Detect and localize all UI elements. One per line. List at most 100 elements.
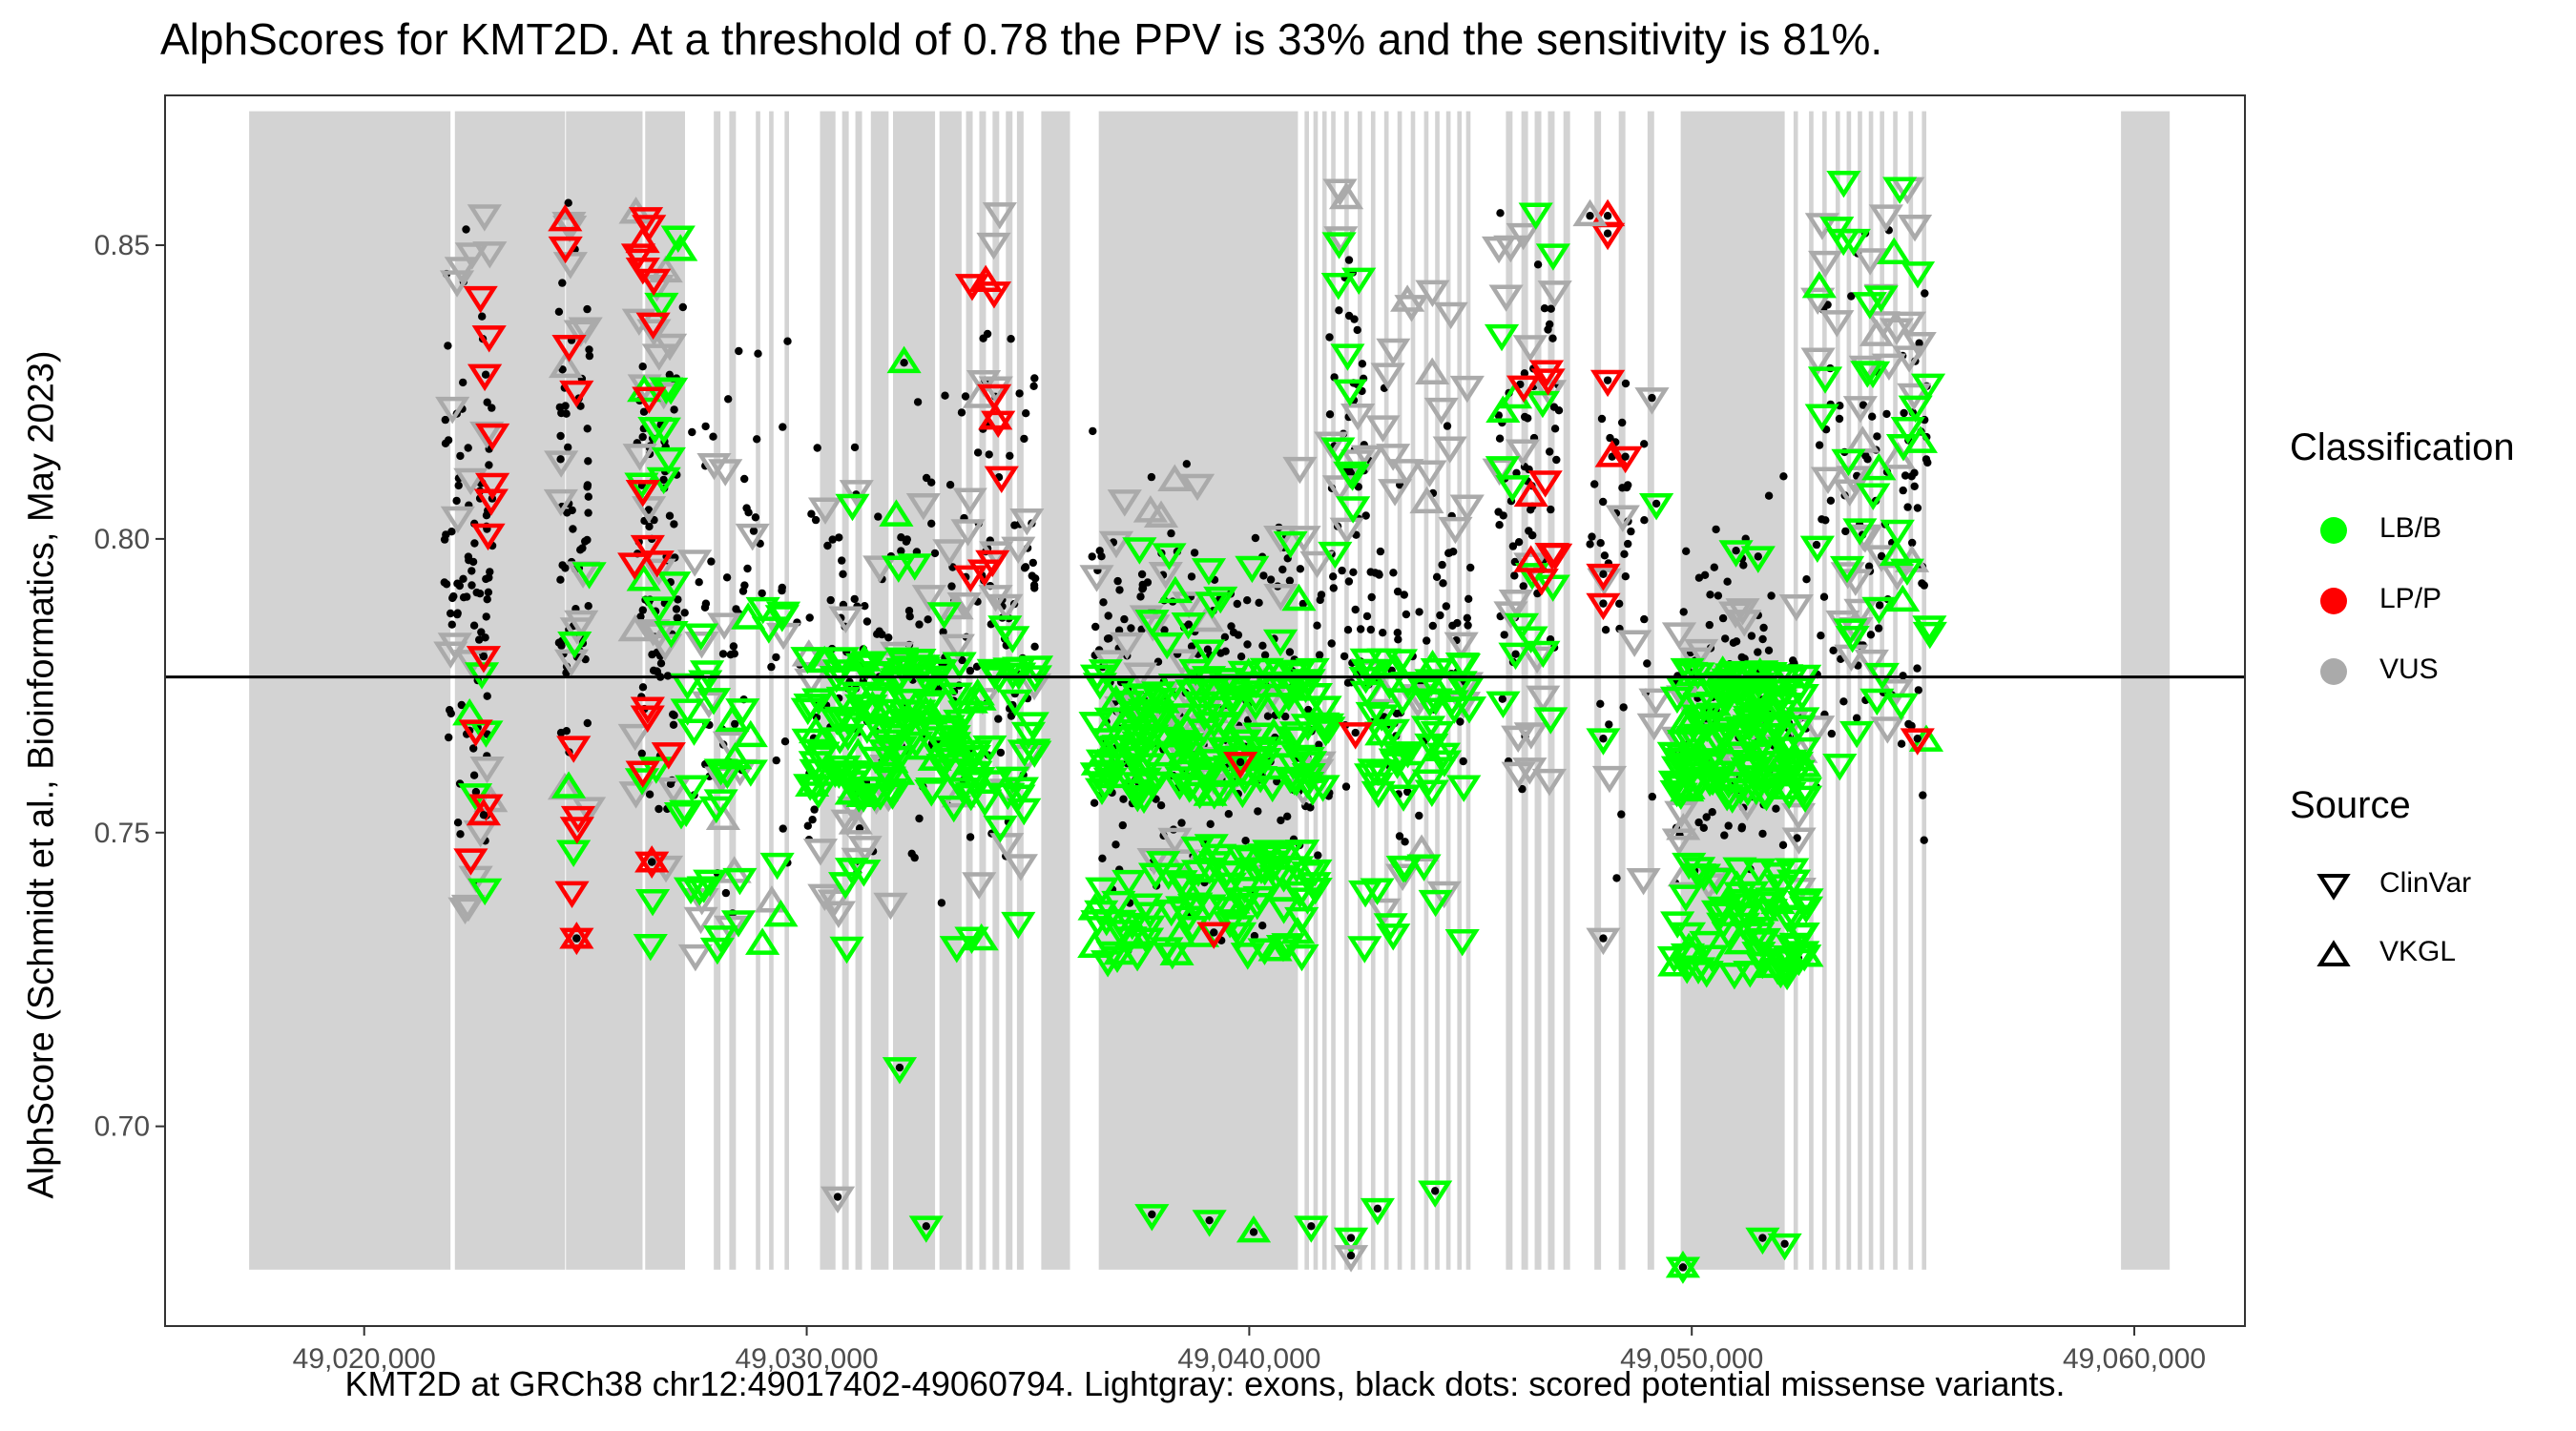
- scored-variant-dot: [1617, 810, 1626, 819]
- scored-variant-dot: [1353, 325, 1361, 335]
- lbb-clinvar-marker: [1787, 785, 1823, 814]
- scored-variant-dot: [1495, 434, 1505, 443]
- lbb-clinvar-marker: [1163, 870, 1198, 898]
- lbb-clinvar-marker: [1822, 753, 1858, 781]
- lbb-vkgl-marker: [1093, 730, 1129, 758]
- scored-variant-dot: [1205, 1215, 1214, 1225]
- scored-variant-dot: [1913, 735, 1922, 743]
- scored-variant-dot: [1177, 819, 1186, 827]
- lbb-vkgl-marker: [745, 927, 780, 955]
- lbb-clinvar-marker: [1001, 911, 1036, 940]
- lbb-clinvar-marker: [871, 766, 906, 795]
- scored-variant-dot: [453, 610, 462, 619]
- lbb-clinvar-marker: [1227, 877, 1262, 904]
- lbb-clinvar-marker: [1336, 496, 1371, 524]
- lbb-clinvar-marker: [1298, 682, 1334, 711]
- lbb-clinvar-marker: [765, 601, 801, 630]
- scored-variant-dot: [1298, 599, 1308, 609]
- scored-variant-dot: [1099, 598, 1108, 607]
- scored-variant-dot: [772, 756, 780, 765]
- lpp-clinvar-marker: [1506, 375, 1542, 404]
- lpp-clinvar-marker: [1223, 751, 1258, 779]
- scored-variant-dot: [779, 824, 787, 833]
- scored-variant-dot: [585, 345, 593, 354]
- x-tick-label: 49,030,000: [735, 1343, 878, 1375]
- lbb-clinvar-marker: [995, 626, 1030, 653]
- lbb-clinvar-marker: [1147, 726, 1182, 755]
- scored-variant-dot: [478, 312, 487, 321]
- scored-variant-dot: [1764, 491, 1774, 500]
- vus-clinvar-marker: [684, 631, 719, 659]
- vus-clinvar-marker: [820, 1186, 856, 1214]
- lbb-clinvar-marker: [874, 734, 909, 762]
- exon-band: [769, 111, 774, 1270]
- lbb-clinvar-marker: [1710, 784, 1745, 812]
- lbb-clinvar-marker: [759, 852, 795, 881]
- vus-clinvar-marker: [1498, 590, 1533, 617]
- scored-variant-dot: [1160, 626, 1169, 634]
- vus-clinvar-marker: [735, 523, 770, 551]
- scored-variant-dot: [1395, 832, 1404, 840]
- vus-clinvar-marker: [437, 633, 472, 660]
- vus-clinvar-marker: [911, 585, 946, 612]
- legend-key-vus: [2320, 658, 2347, 685]
- vus-clinvar-marker: [1098, 530, 1134, 559]
- lbb-clinvar-marker: [1290, 714, 1325, 741]
- lbb-clinvar-marker: [1361, 780, 1396, 809]
- lbb-vkgl-marker: [1257, 934, 1293, 962]
- lbb-clinvar-marker: [1203, 586, 1238, 614]
- lbb-clinvar-marker: [660, 225, 696, 253]
- scored-variant-dot: [583, 483, 592, 491]
- lbb-clinvar-marker: [1656, 945, 1693, 974]
- scored-variant-dot: [1015, 389, 1024, 398]
- scored-variant-dot: [1325, 410, 1335, 419]
- scored-variant-dot: [1203, 645, 1213, 653]
- lbb-clinvar-marker: [835, 493, 870, 522]
- scored-variant-dot: [1718, 613, 1728, 623]
- vus-clinvar-marker: [1661, 828, 1696, 856]
- scored-variant-dot: [585, 351, 594, 361]
- scored-variant-dot: [1550, 425, 1560, 433]
- scored-variant-dot: [915, 814, 924, 823]
- scored-variant-dot: [930, 549, 940, 558]
- lbb-vkgl-marker: [1236, 1214, 1272, 1243]
- lbb-clinvar-marker: [1320, 437, 1356, 465]
- scored-variant-dot: [645, 790, 654, 798]
- lbb-clinvar-marker: [1855, 361, 1891, 389]
- vus-clinvar-marker: [1370, 363, 1405, 390]
- scored-variant-dot: [459, 574, 467, 583]
- scored-variant-dot: [1343, 626, 1353, 634]
- vus-vkgl-marker: [1415, 357, 1450, 384]
- lbb-clinvar-marker: [1695, 768, 1731, 797]
- scored-variant-dot: [1618, 418, 1627, 427]
- scored-variant-dot: [1586, 540, 1594, 549]
- scored-variant-dot: [1520, 369, 1529, 378]
- scored-variant-dot: [1826, 496, 1836, 505]
- lbb-clinvar-marker: [1178, 658, 1214, 687]
- exon-band: [1922, 111, 1927, 1270]
- scored-variant-dot: [1679, 608, 1688, 616]
- scored-variant-dot: [1436, 611, 1444, 620]
- scored-variant-dot: [638, 363, 647, 371]
- vus-clinvar-marker: [1123, 662, 1158, 690]
- scored-variant-dot: [850, 594, 859, 604]
- lbb-clinvar-marker: [1290, 772, 1325, 799]
- lbb-clinvar-marker: [1768, 959, 1803, 986]
- vus-clinvar-marker: [1513, 722, 1548, 750]
- scored-variant-dot: [937, 899, 946, 907]
- scored-variant-dot: [948, 563, 957, 571]
- lbb-vkgl-marker: [886, 345, 922, 374]
- lbb-clinvar-marker: [1722, 857, 1757, 885]
- vus-clinvar-marker: [472, 241, 508, 269]
- vus-clinvar-marker: [1838, 569, 1873, 596]
- scored-variant-dot: [462, 225, 470, 234]
- lpp-clinvar-marker: [1530, 368, 1566, 396]
- scored-variant-dot: [1091, 622, 1100, 632]
- vus-vkgl-marker: [1132, 495, 1168, 523]
- vus-clinvar-marker: [1718, 601, 1754, 629]
- lbb-clinvar-marker: [1360, 878, 1395, 905]
- exon-band: [756, 111, 760, 1270]
- lbb-clinvar-marker: [557, 631, 592, 659]
- lbb-vkgl-marker: [1665, 1250, 1701, 1278]
- lbb-clinvar-marker: [1666, 730, 1702, 757]
